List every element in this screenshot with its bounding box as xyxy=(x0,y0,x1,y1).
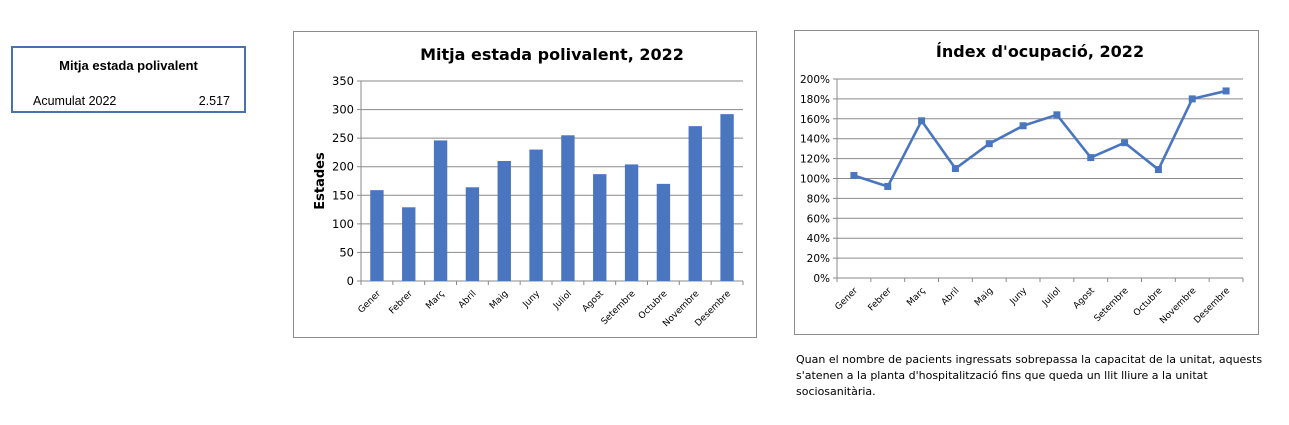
bar xyxy=(497,161,511,281)
x-tick-label: Abril xyxy=(940,286,962,308)
data-point xyxy=(951,165,959,173)
bar xyxy=(529,149,543,281)
y-tick-label: 60% xyxy=(807,213,830,225)
note-text: Quan el nombre de pacients ingressats so… xyxy=(796,352,1276,400)
bar-chart-frame: Mitja estada polivalent, 2022 0 50 100 150 20… xyxy=(293,31,757,338)
x-tick-label: Setembre xyxy=(600,289,638,327)
y-tick-label: 100 xyxy=(332,217,354,231)
chart-title: Mitja estada polivalent, 2022 xyxy=(420,45,684,64)
y-tick-label: 350 xyxy=(332,74,354,88)
x-tick-label: Març xyxy=(424,289,446,311)
y-tick-label: 300 xyxy=(332,103,354,117)
y-tick-label: 50 xyxy=(339,245,354,259)
data-point xyxy=(1087,154,1095,162)
summary-label: Acumulat 2022 xyxy=(33,94,117,108)
summary-value: 2.517 xyxy=(198,94,230,108)
y-tick-label: 200% xyxy=(800,74,830,86)
bar xyxy=(402,207,416,281)
data-point xyxy=(1053,111,1061,119)
bar xyxy=(433,140,448,281)
y-tick-label: 180% xyxy=(800,94,830,106)
bar xyxy=(688,126,702,282)
y-tick-label: 140% xyxy=(800,134,830,146)
x-tick-label: Desembre xyxy=(1192,286,1232,326)
x-tick-label: Gener xyxy=(834,286,861,313)
x-tick-label: Març xyxy=(905,286,927,308)
summary-box: Mitja estada polivalent Acumulat 2022 2.… xyxy=(11,46,246,113)
data-point xyxy=(1121,139,1129,147)
y-tick-label: 0 xyxy=(347,274,354,288)
x-tick-label: Febrer xyxy=(388,289,416,317)
data-point xyxy=(1154,166,1162,174)
x-tick-label: Juliol xyxy=(1040,286,1063,309)
y-axis-title: Estades xyxy=(313,152,328,210)
bar xyxy=(465,187,480,281)
note-line: sociosanitària. xyxy=(796,385,876,398)
x-tick-label: Juny xyxy=(521,289,543,311)
data-point xyxy=(1188,95,1196,103)
series-line xyxy=(853,89,1227,188)
bar xyxy=(370,190,384,281)
y-tick-label: 200 xyxy=(332,160,354,174)
x-tick-label: Agost xyxy=(581,289,607,315)
y-tick-label: 250 xyxy=(332,131,354,145)
y-tick-label: 120% xyxy=(800,154,830,166)
y-tick-label: 80% xyxy=(807,193,830,205)
data-point xyxy=(850,172,858,180)
data-point xyxy=(918,117,926,125)
x-tick-label: Maig xyxy=(973,286,995,308)
note-line: Quan el nombre de pacients ingressats so… xyxy=(796,353,1263,366)
bar xyxy=(624,164,639,281)
y-tick-label: 160% xyxy=(800,114,830,126)
y-tick-label: 150 xyxy=(332,188,354,202)
line-chart-frame: Índex d'ocupació, 2022 0% 20% 40% 60% 80% 100%… xyxy=(794,30,1259,335)
y-tick-label: 100% xyxy=(800,174,830,186)
y-tick-label: 20% xyxy=(807,253,830,265)
data-point xyxy=(884,182,892,190)
data-point xyxy=(1019,122,1027,130)
y-tick-label: 0% xyxy=(813,273,830,285)
bar-chart: Mitja estada polivalent, 2022 0 50 100 150 20… xyxy=(313,45,744,329)
x-tick-label: Febrer xyxy=(867,286,895,314)
data-point xyxy=(985,140,993,148)
data-point xyxy=(1222,87,1230,95)
x-tick-label: Setembre xyxy=(1093,286,1131,324)
bar xyxy=(561,135,575,281)
bar xyxy=(656,183,671,281)
line-chart: Índex d'ocupació, 2022 0% 20% 40% 60% 80% 100%… xyxy=(800,42,1244,326)
summary-title: Mitja estada polivalent xyxy=(59,58,198,73)
x-tick-label: Juliol xyxy=(551,289,574,312)
x-tick-label: Juny xyxy=(1008,286,1030,308)
note-line: s'atenen a la planta d'hospitalització f… xyxy=(796,369,1208,382)
x-tick-label: Octubre xyxy=(637,289,670,322)
bar xyxy=(720,114,734,282)
x-tick-label: Octubre xyxy=(1132,286,1165,319)
x-tick-label: Gener xyxy=(357,289,384,316)
x-tick-label: Abril xyxy=(457,289,479,311)
chart-title: Índex d'ocupació, 2022 xyxy=(936,42,1144,61)
bar xyxy=(593,174,607,281)
x-tick-label: Maig xyxy=(488,289,510,311)
y-tick-label: 40% xyxy=(807,233,830,245)
x-tick-label: Agost xyxy=(1072,286,1098,312)
